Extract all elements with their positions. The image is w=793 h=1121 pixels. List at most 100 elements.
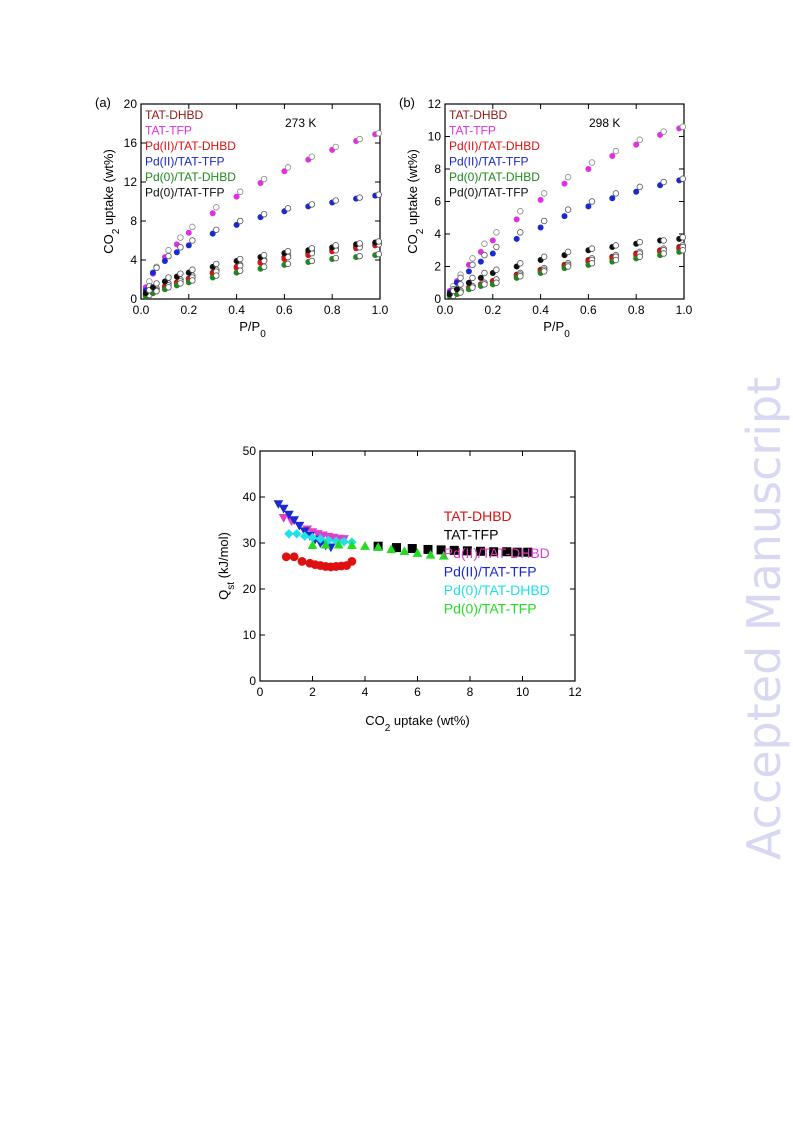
data-point bbox=[284, 529, 294, 539]
desorption-point bbox=[540, 190, 548, 197]
y-axis-label-subscript: st bbox=[226, 582, 237, 590]
legend-entry-pd-ii-tat-tfp: Pd(II)/TAT-TFP bbox=[444, 564, 537, 580]
desorption-point bbox=[284, 164, 292, 171]
data-point bbox=[512, 547, 522, 557]
series-pd-0-tat-tfp bbox=[307, 539, 449, 560]
adsorption-point bbox=[209, 230, 216, 237]
desorption-point bbox=[236, 217, 244, 225]
series-pd-0-tat-dhbd bbox=[284, 529, 357, 547]
x-tick-label: 2 bbox=[309, 685, 316, 699]
desorption-point bbox=[375, 250, 383, 258]
y-tick-label: 20 bbox=[124, 97, 138, 111]
y-tick-label: 6 bbox=[434, 195, 441, 209]
x-tick-label: 0.6 bbox=[580, 303, 597, 317]
desorption-point bbox=[332, 254, 339, 262]
desorption-point bbox=[469, 261, 476, 269]
adsorption-point bbox=[173, 249, 180, 256]
desorption-point bbox=[165, 247, 172, 254]
adsorption-point bbox=[161, 257, 168, 264]
y-axis-label-main: CO bbox=[405, 234, 420, 254]
y-axis-label-rest: uptake (wt%) bbox=[405, 149, 420, 228]
panel-label: (b) bbox=[399, 95, 415, 110]
data-point bbox=[289, 552, 299, 562]
desorption-point bbox=[308, 201, 316, 208]
adsorption-point bbox=[233, 193, 240, 200]
adsorption-point bbox=[609, 195, 616, 202]
legend-entry-tat-tfp: TAT-TFP bbox=[444, 527, 499, 543]
y-tick-label: 10 bbox=[428, 130, 442, 144]
legend-entry-tat-tfp: TAT-TFP bbox=[449, 124, 496, 138]
adsorption-point bbox=[537, 224, 544, 231]
desorption-point bbox=[153, 264, 160, 271]
adsorption-point bbox=[633, 188, 640, 195]
desorption-point bbox=[189, 277, 196, 284]
desorption-point bbox=[284, 248, 292, 255]
data-point bbox=[289, 516, 299, 526]
x-tick-label: 0.8 bbox=[628, 303, 645, 317]
y-tick-label: 8 bbox=[434, 162, 441, 176]
adsorption-point bbox=[185, 229, 192, 236]
x-axis-label-subscript: 0 bbox=[564, 329, 570, 340]
data-point bbox=[273, 500, 284, 509]
data-point bbox=[399, 546, 410, 555]
x-tick-label: 0.2 bbox=[180, 303, 197, 317]
y-tick-label: 16 bbox=[124, 136, 138, 150]
x-tick-label: 12 bbox=[568, 685, 582, 699]
desorption-point bbox=[457, 281, 464, 288]
data-point bbox=[502, 547, 512, 557]
legend-entry-tat-dhbd: TAT-DHBD bbox=[145, 108, 204, 122]
desorption-point bbox=[469, 274, 476, 282]
x-tick-label: 0.0 bbox=[133, 303, 150, 317]
desorption-point bbox=[493, 279, 500, 286]
desorption-point bbox=[612, 190, 620, 197]
series-pd-0-tat-dhbd bbox=[446, 247, 687, 299]
desorption-point bbox=[564, 206, 572, 213]
desorption-point bbox=[308, 257, 316, 265]
x-tick-label: 0.4 bbox=[228, 303, 245, 317]
desorption-point bbox=[636, 238, 643, 246]
desorption-point bbox=[540, 253, 548, 260]
panel-label: (a) bbox=[95, 95, 111, 110]
desorption-point bbox=[260, 210, 268, 218]
y-axis-label: CO2 uptake (wt%) bbox=[405, 149, 426, 254]
y-tick-label: 0 bbox=[434, 292, 441, 306]
desorption-point bbox=[375, 191, 383, 198]
x-tick-label: 0.8 bbox=[324, 303, 341, 317]
x-tick-label: 1.0 bbox=[676, 303, 693, 317]
desorption-point bbox=[213, 226, 220, 233]
desorption-point bbox=[213, 204, 220, 211]
y-axis-label-subscript: 2 bbox=[415, 228, 426, 234]
data-point bbox=[489, 547, 499, 557]
data-point bbox=[281, 552, 291, 562]
data-point bbox=[449, 545, 459, 555]
desorption-point bbox=[481, 281, 488, 288]
desorption-point bbox=[177, 270, 184, 277]
desorption-point bbox=[636, 136, 643, 143]
y-tick-label: 4 bbox=[434, 227, 441, 241]
desorption-point bbox=[612, 242, 620, 249]
desorption-point bbox=[660, 237, 667, 244]
desorption-point bbox=[165, 252, 172, 260]
data-point bbox=[347, 557, 357, 566]
desorption-point bbox=[284, 205, 292, 212]
y-tick-label: 12 bbox=[124, 175, 138, 189]
adsorption-point bbox=[561, 213, 568, 220]
x-axis-label-subscript: 0 bbox=[260, 329, 266, 340]
legend-entry-pd-0-tat-tfp: Pd(0)/TAT-TFP bbox=[444, 601, 537, 617]
data-point bbox=[339, 536, 349, 547]
desorption-point bbox=[493, 243, 500, 251]
adsorption-point bbox=[149, 284, 156, 291]
x-tick-label: 4 bbox=[362, 685, 369, 699]
data-point bbox=[423, 544, 433, 554]
y-tick-label: 2 bbox=[434, 260, 441, 274]
temperature-annotation: 298 K bbox=[589, 116, 620, 130]
adsorption-point bbox=[513, 216, 520, 223]
adsorption-point bbox=[209, 210, 216, 217]
desorption-point bbox=[612, 147, 620, 155]
series-pd-0-tat-tfp bbox=[142, 238, 383, 297]
data-point bbox=[297, 557, 307, 566]
desorption-point bbox=[636, 183, 643, 191]
legend-entry-pd-ii-tat-dhbd: Pd(II)/TAT-DHBD bbox=[449, 139, 540, 153]
y-tick-label: 50 bbox=[243, 444, 257, 458]
